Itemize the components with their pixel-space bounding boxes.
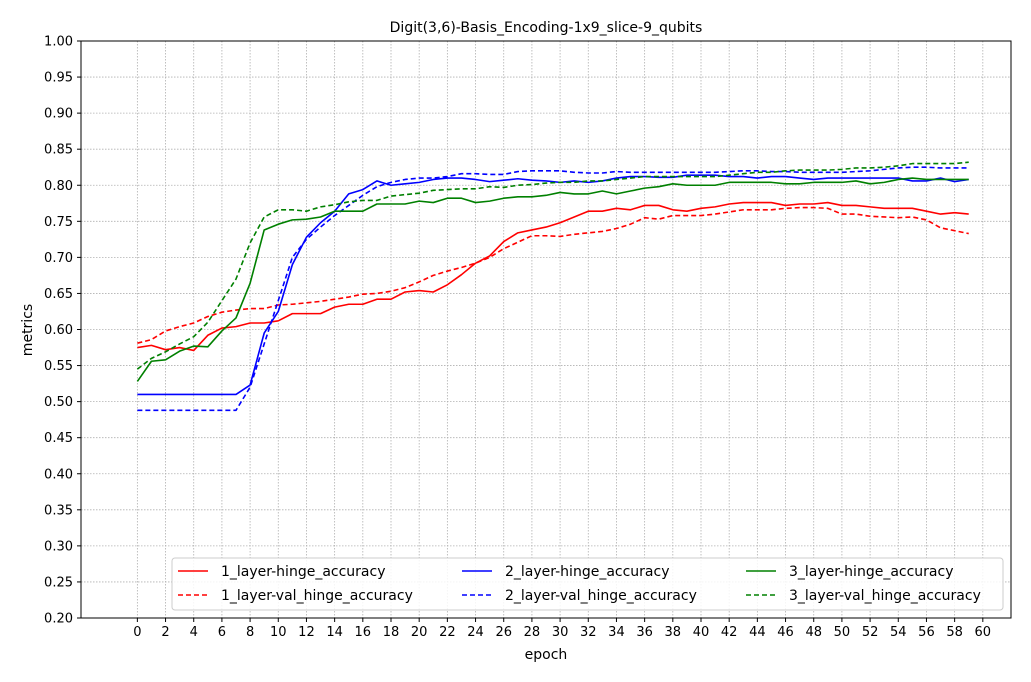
x-tick-label: 16 [355, 625, 372, 640]
x-tick-label: 40 [693, 625, 710, 640]
legend-label: 3_layer-hinge_accuracy [789, 564, 954, 580]
y-tick-label: 0.60 [44, 323, 73, 338]
x-tick-label: 38 [665, 625, 682, 640]
legend-label: 1_layer-hinge_accuracy [221, 564, 386, 580]
y-tick-label: 0.75 [44, 215, 73, 230]
y-tick-label: 0.20 [44, 612, 73, 627]
series-line-1_layer-hinge_accuracy [137, 201, 969, 352]
legend-label: 2_layer-hinge_accuracy [505, 564, 670, 580]
x-tick-label: 12 [298, 625, 315, 640]
legend: 1_layer-hinge_accuracy 1_layer-val_hinge_… [171, 557, 1004, 611]
x-tick-label: 36 [636, 625, 653, 640]
chart-title: Digit(3,6)-Basis_Encoding-1x9_slice-9_qu… [390, 20, 703, 36]
y-tick-label: 0.65 [44, 287, 73, 302]
x-tick-label: 24 [467, 625, 484, 640]
x-tick-label: 32 [580, 625, 597, 640]
series-layer [136, 161, 969, 412]
x-tick-label: 48 [805, 625, 822, 640]
x-axis-ticks: 0 2 4 6 8 10 12 14 16 18 20 22 24 26 28 30 32 34 36 38 40 42 4… [133, 618, 991, 640]
x-tick-label: 50 [834, 625, 851, 640]
legend-label: 1_layer-val_hinge_accuracy [221, 588, 413, 604]
x-tick-label: 6 [218, 625, 226, 640]
x-tick-label: 54 [890, 625, 907, 640]
y-axis-label: metrics [20, 304, 36, 356]
y-tick-label: 0.25 [44, 575, 73, 590]
legend-label: 2_layer-val_hinge_accuracy [505, 588, 697, 604]
series-line-3_layer-val_hinge_accuracy [136, 161, 969, 370]
y-axis-ticks: 0.20 0.25 0.30 0.35 0.40 0.45 0.50 0.55 0.60 0.65… [44, 35, 81, 627]
y-tick-label: 0.55 [44, 359, 73, 374]
x-tick-label: 18 [383, 625, 400, 640]
x-axis-label: epoch [525, 647, 568, 663]
y-tick-label: 0.30 [44, 539, 73, 554]
y-tick-label: 0.90 [44, 107, 73, 122]
x-tick-label: 4 [190, 625, 198, 640]
x-tick-label: 58 [946, 625, 963, 640]
legend-box [171, 557, 1004, 611]
x-tick-label: 56 [918, 625, 935, 640]
x-tick-label: 10 [270, 625, 287, 640]
y-tick-label: 0.35 [44, 503, 73, 518]
y-tick-label: 1.00 [44, 35, 73, 50]
x-tick-label: 26 [495, 625, 512, 640]
x-tick-label: 42 [721, 625, 738, 640]
y-tick-label: 0.40 [44, 467, 73, 482]
y-tick-label: 0.70 [44, 251, 73, 266]
y-tick-label: 0.45 [44, 431, 73, 446]
x-tick-label: 52 [862, 625, 879, 640]
y-tick-label: 0.80 [44, 179, 73, 194]
x-tick-label: 60 [975, 625, 992, 640]
x-tick-label: 14 [326, 625, 343, 640]
x-tick-label: 22 [439, 625, 456, 640]
x-tick-label: 2 [161, 625, 169, 640]
x-tick-label: 0 [133, 625, 141, 640]
legend-label: 3_layer-val_hinge_accuracy [789, 588, 981, 604]
series-line-2_layer-hinge_accuracy [137, 174, 969, 396]
x-tick-label: 28 [524, 625, 541, 640]
x-tick-label: 30 [552, 625, 569, 640]
x-tick-label: 46 [777, 625, 794, 640]
y-tick-label: 0.50 [44, 395, 73, 410]
y-tick-label: 0.95 [44, 71, 73, 86]
y-tick-label: 0.85 [44, 143, 73, 158]
x-tick-label: 20 [411, 625, 428, 640]
series-line-2_layer-val_hinge_accuracy [137, 166, 969, 412]
x-tick-label: 44 [749, 625, 766, 640]
x-tick-label: 34 [608, 625, 625, 640]
x-tick-label: 8 [246, 625, 254, 640]
series-line-3_layer-hinge_accuracy [136, 177, 969, 382]
